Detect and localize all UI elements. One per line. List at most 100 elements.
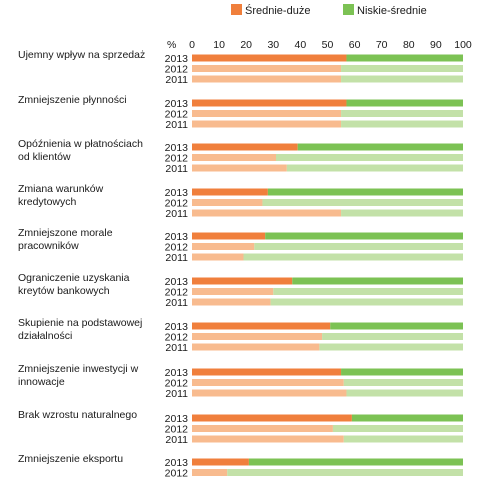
category-label: Zmniejszone morale [18, 227, 113, 239]
bar-srednie-duze [192, 425, 333, 432]
bar-srednie-duze [192, 243, 255, 250]
category-label: kreytów bankowych [18, 285, 110, 297]
bar-niskie-srednie [341, 368, 463, 376]
bar-niskie-srednie [319, 343, 463, 351]
year-label: 2013 [165, 321, 189, 333]
bar-srednie-duze [192, 188, 268, 196]
category-label: Opóźnienia w płatnościach [18, 138, 143, 150]
legend-label-niskie-srednie: Niskie-średnie [357, 5, 427, 17]
bar-srednie-duze [192, 54, 347, 62]
legend-swatch-srednie-duze [231, 4, 242, 15]
tick-label-10: 10 [213, 39, 225, 51]
tick-label-20: 20 [240, 39, 252, 51]
bar-srednie-duze [192, 253, 244, 261]
bar-niskie-srednie [254, 243, 463, 250]
bar-srednie-duze [192, 143, 298, 151]
bar-srednie-duze [192, 389, 347, 397]
year-label: 2011 [165, 208, 188, 220]
year-label: 2013 [165, 457, 189, 469]
bar-srednie-duze [192, 164, 287, 172]
legend-swatch-niskie-srednie [343, 4, 354, 15]
bar-niskie-srednie [346, 99, 463, 107]
bar-srednie-duze [192, 333, 323, 340]
bar-niskie-srednie [262, 199, 463, 206]
tick-label-40: 40 [295, 39, 307, 51]
bar-niskie-srednie [297, 143, 463, 151]
year-label: 2011 [165, 74, 188, 86]
year-label: 2013 [165, 413, 189, 425]
bar-niskie-srednie [346, 54, 463, 62]
category-label: Ujemny wpływ na sprzedaż [18, 49, 145, 61]
category-label: Zmniejszenie eksportu [18, 453, 123, 465]
year-label: 2011 [165, 163, 188, 175]
year-label: 2011 [165, 342, 188, 354]
year-label: 2013 [165, 53, 189, 65]
year-label: 2013 [165, 142, 189, 154]
year-label: 2011 [165, 297, 188, 309]
year-label: 2012 [165, 424, 189, 436]
bar-niskie-srednie [227, 469, 463, 476]
year-label: 2012 [165, 332, 189, 344]
bar-niskie-srednie [346, 389, 463, 397]
bar-srednie-duze [192, 368, 342, 376]
category-label: Ograniczenie uzyskania [18, 272, 130, 284]
year-label: 2012 [165, 153, 189, 165]
bar-srednie-duze [192, 199, 263, 206]
category-groups: Ujemny wpływ na sprzedaż 201320122011Zmni… [18, 49, 463, 480]
tick-label-80: 80 [403, 39, 415, 51]
bar-niskie-srednie [322, 333, 463, 340]
bar-srednie-duze [192, 232, 266, 240]
tick-label-60: 60 [349, 39, 361, 51]
year-label: 2013 [165, 231, 189, 243]
bar-niskie-srednie [248, 458, 463, 466]
year-label: 2012 [165, 242, 189, 254]
category-label: kredytowych [18, 196, 77, 208]
tick-label-70: 70 [376, 39, 388, 51]
bar-srednie-duze [192, 288, 274, 295]
bar-srednie-duze [192, 75, 342, 83]
tick-label-100: 100 [454, 39, 472, 51]
bar-srednie-duze [192, 414, 352, 422]
year-label: 2011 [165, 252, 188, 264]
bar-srednie-duze [192, 99, 347, 107]
tick-label-50: 50 [322, 39, 334, 51]
bar-niskie-srednie [332, 425, 463, 432]
year-label: 2012 [165, 378, 189, 390]
year-label: 2012 [165, 109, 189, 121]
bar-srednie-duze [192, 110, 342, 117]
year-label: 2013 [165, 98, 189, 110]
bar-niskie-srednie [341, 120, 463, 128]
legend-label-srednie-duze: Średnie-duże [245, 4, 310, 17]
tick-label-0: 0 [189, 39, 195, 51]
bar-niskie-srednie [286, 164, 463, 172]
category-label: Zmniejszenie płynności [18, 94, 127, 106]
bar-srednie-duze [192, 209, 342, 217]
bar-niskie-srednie [341, 65, 463, 72]
bar-niskie-srednie [265, 232, 463, 240]
bar-niskie-srednie [276, 154, 463, 161]
bar-srednie-duze [192, 469, 228, 476]
year-label: 2011 [165, 119, 188, 131]
bar-srednie-duze [192, 435, 344, 443]
year-label: 2012 [165, 287, 189, 299]
bar-srednie-duze [192, 322, 331, 330]
bar-srednie-duze [192, 277, 293, 285]
year-label: 2012 [165, 64, 189, 76]
bar-srednie-duze [192, 379, 344, 386]
year-label: 2013 [165, 367, 189, 379]
bar-srednie-duze [192, 298, 271, 306]
category-label: od klientów [18, 151, 71, 163]
bar-niskie-srednie [341, 209, 463, 217]
bar-niskie-srednie [351, 414, 463, 422]
year-label: 2013 [165, 187, 189, 199]
category-label: Brak wzrostu naturalnego [18, 409, 137, 421]
